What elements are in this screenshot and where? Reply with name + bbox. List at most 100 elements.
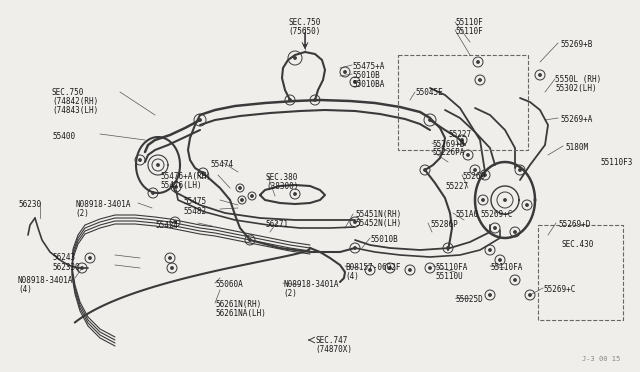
Circle shape [489, 249, 492, 251]
Circle shape [152, 192, 154, 194]
Circle shape [289, 99, 291, 101]
Circle shape [429, 119, 431, 121]
Text: 55110F3: 55110F3 [600, 158, 632, 167]
Text: 55110F: 55110F [455, 27, 483, 36]
Text: 5180M: 5180M [565, 143, 588, 152]
Text: 55269+B: 55269+B [432, 140, 465, 149]
Circle shape [529, 294, 531, 296]
Circle shape [157, 164, 159, 166]
Text: 55476(LH): 55476(LH) [160, 181, 202, 190]
Text: 56271: 56271 [265, 220, 288, 229]
Text: SEC.750: SEC.750 [52, 88, 84, 97]
Text: 55475: 55475 [183, 197, 206, 206]
Circle shape [514, 279, 516, 281]
Text: 56230: 56230 [18, 200, 41, 209]
Text: 55010B: 55010B [370, 235, 397, 244]
Text: 56261N(RH): 56261N(RH) [215, 300, 261, 309]
Circle shape [474, 169, 476, 171]
Text: 55269+D: 55269+D [558, 220, 590, 229]
Text: (74843(LH): (74843(LH) [52, 106, 99, 115]
Circle shape [89, 257, 92, 259]
Text: (75650): (75650) [289, 27, 321, 36]
Circle shape [479, 79, 481, 81]
Circle shape [424, 169, 426, 171]
Circle shape [494, 227, 496, 229]
Text: 55227: 55227 [445, 182, 468, 191]
Text: 55045E: 55045E [415, 88, 443, 97]
Text: 5550L (RH): 5550L (RH) [555, 75, 601, 84]
Text: 55424: 55424 [155, 221, 178, 230]
Text: 55452N(LH): 55452N(LH) [355, 219, 401, 228]
Circle shape [388, 267, 391, 269]
Text: 55474: 55474 [210, 160, 233, 169]
Text: 55400: 55400 [52, 132, 75, 141]
Text: 55475+A: 55475+A [352, 62, 385, 71]
Circle shape [251, 195, 253, 197]
Circle shape [489, 294, 492, 296]
Text: 55269+A: 55269+A [560, 115, 593, 124]
Text: B08157-0602F: B08157-0602F [345, 263, 401, 272]
Circle shape [249, 239, 251, 241]
Text: 551A0: 551A0 [455, 210, 478, 219]
Circle shape [294, 57, 296, 59]
Text: (74870X): (74870X) [315, 345, 352, 354]
Circle shape [294, 193, 296, 195]
Text: (74842(RH): (74842(RH) [52, 97, 99, 106]
Text: 55451N(RH): 55451N(RH) [355, 210, 401, 219]
Circle shape [239, 187, 241, 189]
Text: 55060A: 55060A [215, 280, 243, 289]
Circle shape [519, 169, 521, 171]
Text: 55110F: 55110F [455, 18, 483, 27]
Text: (38300): (38300) [266, 182, 298, 191]
Text: 55226PA: 55226PA [432, 148, 465, 157]
Text: J-3 00 15: J-3 00 15 [582, 356, 620, 362]
Circle shape [467, 154, 469, 156]
Circle shape [354, 221, 356, 223]
Circle shape [499, 259, 501, 261]
Text: SEC.380: SEC.380 [266, 173, 298, 182]
Text: 55025D: 55025D [455, 295, 483, 304]
Circle shape [514, 231, 516, 233]
Text: 55227: 55227 [448, 130, 471, 139]
Text: 55110FA: 55110FA [490, 263, 522, 272]
Circle shape [409, 269, 412, 271]
Text: 55110U: 55110U [435, 272, 463, 281]
Text: N08918-3401A: N08918-3401A [18, 276, 74, 285]
Text: 55269+C: 55269+C [480, 210, 513, 219]
Text: 55476+A(RH): 55476+A(RH) [160, 172, 211, 181]
Circle shape [354, 247, 356, 249]
Text: SEC.750: SEC.750 [289, 18, 321, 27]
Circle shape [504, 199, 506, 201]
Circle shape [484, 174, 486, 176]
Circle shape [344, 71, 346, 73]
Text: (4): (4) [18, 285, 32, 294]
Text: N08918-3401A: N08918-3401A [283, 280, 339, 289]
Circle shape [461, 139, 463, 141]
Circle shape [81, 267, 83, 269]
Circle shape [447, 247, 449, 249]
Circle shape [539, 74, 541, 76]
Text: 55286P: 55286P [430, 220, 458, 229]
Text: 55010BA: 55010BA [352, 80, 385, 89]
Circle shape [477, 61, 479, 63]
Text: 56233Q: 56233Q [52, 263, 80, 272]
Circle shape [369, 269, 371, 271]
Circle shape [169, 257, 172, 259]
Text: N08918-3401A: N08918-3401A [75, 200, 131, 209]
Circle shape [241, 199, 243, 201]
Circle shape [482, 199, 484, 201]
Text: (2): (2) [75, 209, 89, 218]
Text: 55482: 55482 [183, 207, 206, 216]
Circle shape [171, 267, 173, 269]
Circle shape [139, 159, 141, 161]
Circle shape [429, 267, 431, 269]
Text: 55269+C: 55269+C [543, 285, 575, 294]
Circle shape [526, 204, 528, 206]
Text: 55010B: 55010B [352, 71, 380, 80]
Circle shape [354, 81, 356, 83]
Text: (2): (2) [283, 289, 297, 298]
Text: 56243: 56243 [52, 253, 75, 262]
Circle shape [202, 172, 204, 174]
Circle shape [199, 119, 201, 121]
Text: 56261NA(LH): 56261NA(LH) [215, 309, 266, 318]
